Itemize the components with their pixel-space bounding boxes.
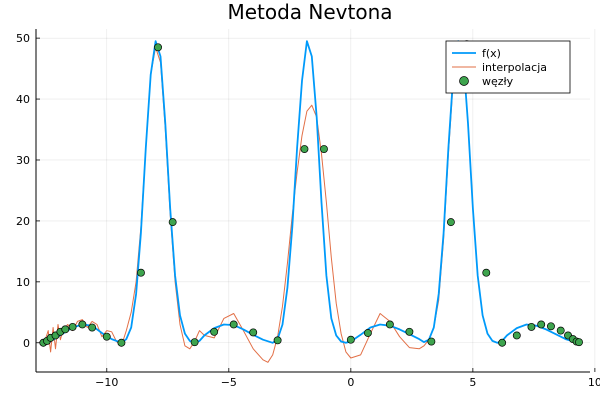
y-tick-label: 50 — [16, 32, 30, 45]
legend-label: węzły — [482, 75, 514, 88]
grid-layer — [36, 29, 596, 372]
axes-layer: −10 −5 0 5 10 0 10 20 30 40 50 — [16, 29, 600, 389]
node-point — [363, 329, 372, 337]
node-point — [136, 268, 145, 277]
node-point — [547, 322, 555, 331]
node-point — [229, 320, 238, 329]
x-tick-label: 5 — [469, 376, 476, 389]
node-point — [320, 145, 328, 153]
node-point — [300, 145, 309, 153]
node-point — [273, 336, 282, 345]
node-point — [154, 43, 162, 52]
legend-swatch-marker — [459, 76, 469, 86]
fx-line — [43, 40, 581, 344]
y-tick-label: 10 — [16, 276, 30, 289]
node-point — [210, 327, 219, 336]
x-tick-label: −5 — [221, 376, 237, 389]
y-tick-label: 40 — [16, 93, 30, 106]
node-point — [190, 338, 199, 347]
x-tick-label: 0 — [347, 376, 354, 389]
node-point — [575, 338, 583, 347]
node-point — [61, 325, 70, 334]
node-point — [537, 320, 546, 329]
node-point — [527, 322, 536, 331]
node-point — [405, 327, 414, 336]
chart-title: Metoda Nevtona — [227, 0, 392, 24]
legend-label: interpolacja — [482, 61, 547, 74]
node-point — [117, 338, 126, 347]
node-point — [427, 337, 436, 346]
node-point — [88, 323, 97, 332]
series-layer — [39, 40, 583, 363]
y-tick-label: 0 — [23, 337, 30, 350]
node-point — [168, 218, 177, 227]
node-point — [446, 218, 455, 227]
y-tick-label: 20 — [16, 215, 30, 228]
node-point — [385, 320, 394, 329]
node-point — [556, 326, 565, 335]
node-point — [68, 322, 77, 331]
y-tick-label: 30 — [16, 154, 30, 167]
x-tick-label: −10 — [95, 376, 118, 389]
node-point — [498, 338, 507, 347]
node-point — [102, 332, 111, 341]
legend-label: f(x) — [482, 47, 501, 60]
node-point — [78, 320, 87, 329]
x-tick-label: 10 — [588, 376, 600, 389]
node-point — [482, 268, 491, 277]
node-point — [512, 331, 521, 340]
node-point — [346, 335, 355, 344]
node-point — [249, 328, 258, 337]
